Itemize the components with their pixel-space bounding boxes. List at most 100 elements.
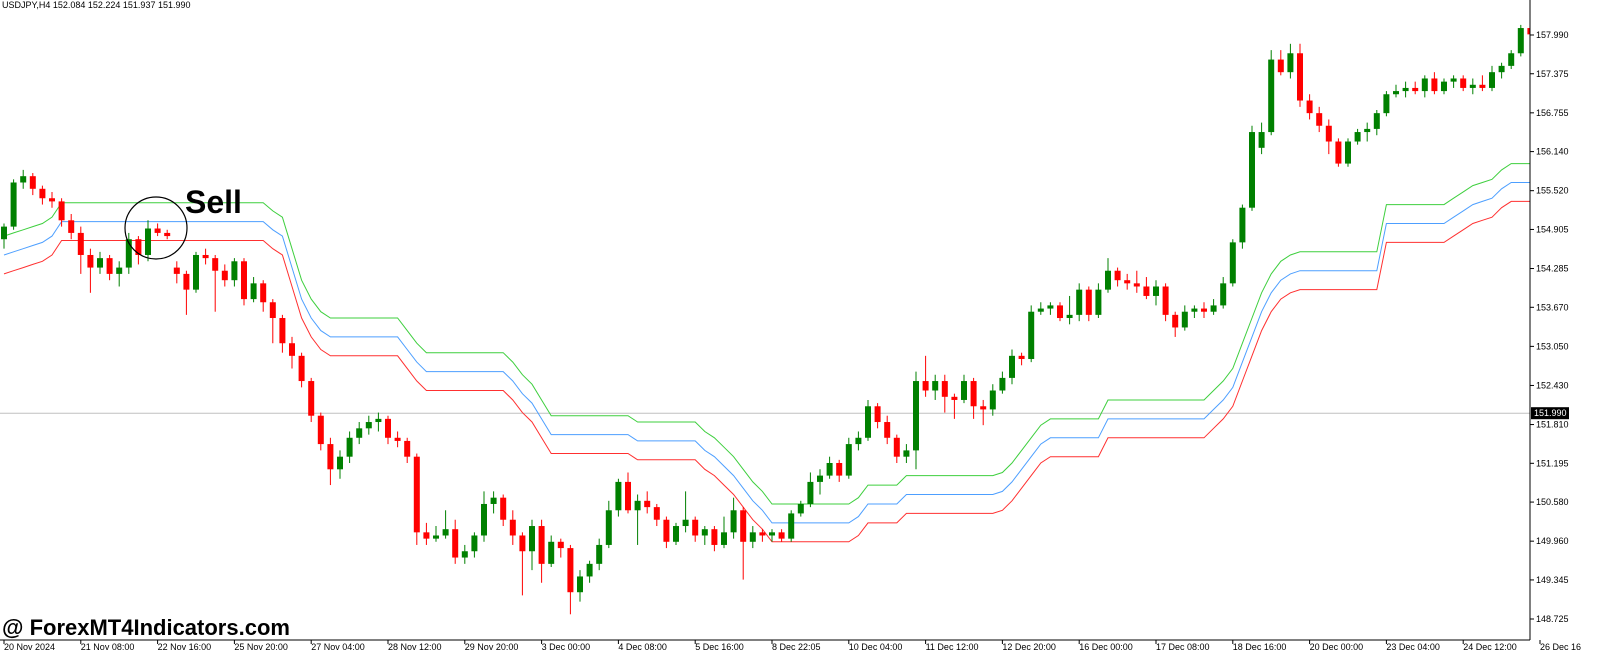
- candle-body: [1210, 305, 1217, 312]
- candle-body: [1143, 286, 1150, 296]
- candle-body: [471, 535, 478, 552]
- x-tick-label: 8 Dec 22:05: [772, 642, 821, 652]
- candle-body: [1527, 28, 1530, 35]
- candle-body: [1114, 270, 1121, 281]
- candle-body: [106, 258, 113, 274]
- candle-body: [1047, 305, 1054, 309]
- x-tick-label: 26 Dec 16: [1540, 642, 1581, 652]
- candle-body: [1220, 283, 1227, 306]
- candle-body: [615, 481, 622, 511]
- candle-body: [1095, 289, 1102, 315]
- candle-body: [77, 232, 84, 255]
- candle-body: [778, 532, 785, 539]
- candle-body: [356, 428, 363, 438]
- y-tick-label: 157.375: [1536, 69, 1569, 79]
- candle-body: [1489, 72, 1495, 88]
- candle-body: [509, 519, 516, 536]
- candle-body: [97, 258, 103, 268]
- y-tick-label: 154.285: [1536, 264, 1569, 274]
- candle-body: [673, 526, 679, 542]
- candle-body: [567, 548, 574, 593]
- x-tick-label: 11 Dec 12:00: [926, 642, 979, 652]
- candle-body: [961, 381, 967, 400]
- candle-body: [346, 437, 353, 457]
- candle-body: [529, 526, 535, 552]
- candle-body: [836, 462, 843, 476]
- x-tick-label: 20 Dec 00:00: [1310, 642, 1364, 652]
- candle-body: [922, 381, 929, 391]
- current-price-box: [1531, 407, 1569, 420]
- candle-body: [1066, 314, 1073, 319]
- indicator-line: [3, 182, 1530, 524]
- candle-body: [586, 563, 593, 577]
- candle-body: [682, 519, 689, 527]
- candle-body: [817, 475, 823, 482]
- candle-body: [1229, 242, 1236, 284]
- x-tick-label: 17 Dec 08:00: [1156, 642, 1210, 652]
- y-tick-label: 148.725: [1536, 614, 1569, 624]
- candle-body: [596, 544, 603, 564]
- candle-body: [68, 220, 75, 233]
- candle-body: [999, 377, 1006, 391]
- candle-body: [365, 422, 372, 429]
- candle-body: [1441, 81, 1447, 92]
- y-tick-label: 156.755: [1536, 108, 1569, 118]
- candle-body: [154, 228, 161, 233]
- candle-body: [1393, 91, 1399, 95]
- candle-body: [1201, 308, 1207, 312]
- x-tick-label: 10 Dec 04:00: [849, 642, 903, 652]
- candle-body: [749, 532, 756, 542]
- candle-body: [385, 418, 391, 438]
- candle-body: [855, 437, 862, 445]
- candle-body: [1268, 59, 1275, 133]
- candle-body: [1431, 78, 1438, 92]
- candle-body: [826, 462, 833, 476]
- candle-body: [1249, 132, 1255, 208]
- candle-body: [1508, 53, 1515, 66]
- candle-body: [193, 254, 199, 290]
- candle-body: [548, 541, 555, 564]
- candle-body: [1316, 113, 1323, 126]
- candle-body: [1364, 128, 1371, 133]
- candle-body: [58, 201, 65, 221]
- indicator-line: [3, 163, 1530, 505]
- candle-body: [250, 283, 257, 300]
- candle-body: [173, 267, 180, 274]
- candle-body: [1085, 289, 1092, 315]
- candle-body: [87, 254, 94, 268]
- candle-body: [941, 381, 948, 397]
- candle-body: [605, 510, 612, 545]
- candle-body: [29, 176, 36, 189]
- candle-body: [433, 535, 439, 539]
- candle-body: [375, 418, 382, 423]
- y-tick-label: 151.810: [1536, 420, 1569, 430]
- candle-body: [317, 415, 324, 445]
- x-tick-label: 29 Nov 20:00: [465, 642, 519, 652]
- candle-body: [1335, 141, 1342, 164]
- candle-body: [538, 526, 545, 564]
- y-tick-label: 156.140: [1536, 147, 1569, 157]
- candle-body: [1421, 78, 1428, 92]
- x-tick-label: 23 Dec 04:00: [1386, 642, 1440, 652]
- candle-body: [231, 261, 238, 281]
- candle-body: [1124, 280, 1131, 284]
- candle-body: [1037, 308, 1044, 312]
- candle-body: [1498, 65, 1505, 73]
- y-tick-label: 155.520: [1536, 186, 1569, 196]
- x-tick-label: 20 Nov 2024: [4, 642, 55, 652]
- candle-body: [500, 497, 507, 520]
- candle-body: [10, 182, 17, 227]
- candle-body: [481, 503, 487, 536]
- candle-body: [701, 529, 708, 536]
- candle-body: [932, 381, 939, 391]
- candle-body: [519, 535, 526, 552]
- candle-body: [1057, 305, 1063, 319]
- candle-body: [490, 497, 497, 504]
- x-tick-label: 4 Dec 08:00: [618, 642, 667, 652]
- candle-body: [461, 551, 468, 558]
- candle-body: [1287, 53, 1294, 73]
- watermark: @ ForexMT4Indicators.com: [2, 615, 290, 640]
